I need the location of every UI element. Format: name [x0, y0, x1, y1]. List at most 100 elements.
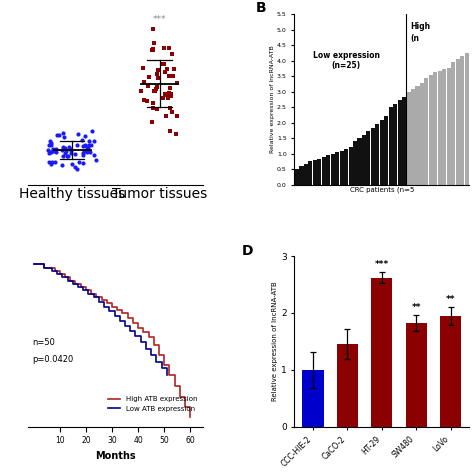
Point	[64, 152, 72, 160]
Point	[47, 139, 55, 146]
Bar	[304, 164, 308, 185]
Point	[164, 65, 171, 73]
Point	[168, 109, 175, 116]
Point	[151, 88, 158, 95]
Point	[166, 84, 174, 92]
Point	[137, 87, 145, 95]
Text: ***: ***	[374, 260, 389, 269]
Point	[62, 147, 69, 155]
Point	[165, 44, 173, 52]
Point	[46, 137, 54, 145]
Point	[73, 141, 81, 149]
X-axis label: CRC patients (n=5: CRC patients (n=5	[350, 186, 414, 192]
Point	[145, 73, 153, 81]
Point	[64, 152, 71, 160]
Point	[173, 80, 181, 87]
Bar	[402, 97, 406, 185]
Bar	[398, 100, 401, 185]
Point	[149, 26, 156, 33]
Bar	[326, 155, 330, 185]
Point	[75, 158, 82, 165]
Bar	[415, 86, 419, 185]
Bar	[300, 166, 303, 185]
Bar	[429, 74, 433, 185]
Point	[62, 144, 69, 151]
Bar	[371, 278, 392, 427]
Bar	[460, 56, 464, 185]
Point	[60, 129, 67, 137]
Point	[149, 99, 157, 107]
Point	[72, 150, 79, 158]
Y-axis label: Relative expression of lncRNA-ATB: Relative expression of lncRNA-ATB	[272, 282, 278, 401]
Bar	[348, 147, 353, 185]
Point	[148, 46, 156, 54]
Point	[165, 89, 173, 97]
Point	[151, 87, 158, 95]
Point	[143, 97, 151, 105]
Point	[82, 143, 90, 150]
Point	[148, 118, 156, 126]
Bar	[465, 53, 469, 185]
Point	[78, 136, 86, 143]
Point	[45, 150, 53, 157]
Point	[71, 163, 79, 171]
Point	[59, 146, 66, 154]
Point	[166, 127, 173, 135]
Bar	[295, 169, 299, 185]
Point	[159, 94, 166, 102]
Point	[173, 130, 180, 137]
Point	[47, 160, 55, 168]
Point	[149, 45, 157, 52]
Point	[158, 61, 166, 68]
Point	[49, 146, 57, 154]
Point	[149, 104, 156, 111]
Point	[73, 165, 81, 173]
Bar	[317, 159, 321, 185]
Point	[59, 144, 67, 151]
Point	[47, 141, 55, 148]
Point	[53, 132, 60, 139]
X-axis label: Months: Months	[96, 451, 136, 461]
Bar	[380, 119, 384, 185]
Point	[144, 82, 152, 90]
Text: High: High	[410, 22, 430, 31]
Text: B: B	[256, 0, 266, 15]
Point	[154, 84, 161, 91]
Text: ***: ***	[153, 15, 166, 24]
Point	[52, 145, 60, 153]
Point	[88, 127, 96, 135]
Point	[80, 142, 87, 150]
Point	[150, 40, 158, 47]
Point	[140, 97, 148, 104]
Point	[162, 112, 169, 120]
Point	[82, 144, 90, 151]
Bar	[384, 116, 388, 185]
Point	[169, 73, 177, 80]
Point	[61, 149, 68, 156]
Point	[49, 147, 57, 155]
Point	[91, 151, 98, 159]
Point	[67, 149, 75, 157]
Text: Low expression
(n=25): Low expression (n=25)	[312, 51, 380, 71]
Point	[47, 148, 55, 156]
Bar	[339, 151, 344, 185]
Point	[52, 148, 60, 155]
Point	[168, 92, 175, 100]
Point	[154, 66, 162, 73]
Point	[82, 142, 89, 149]
Bar	[337, 344, 358, 427]
Y-axis label: Relative expression of lncRNA-ATB: Relative expression of lncRNA-ATB	[271, 46, 275, 153]
Bar	[331, 154, 335, 185]
Point	[139, 64, 147, 72]
Text: D: D	[242, 244, 253, 258]
Point	[52, 158, 59, 166]
Bar	[393, 104, 397, 185]
Text: **: **	[446, 295, 456, 304]
Point	[79, 149, 86, 157]
Point	[166, 105, 173, 112]
Bar	[456, 59, 460, 185]
Point	[83, 148, 91, 156]
Bar	[438, 71, 442, 185]
Point	[68, 146, 75, 153]
Point	[50, 145, 57, 152]
